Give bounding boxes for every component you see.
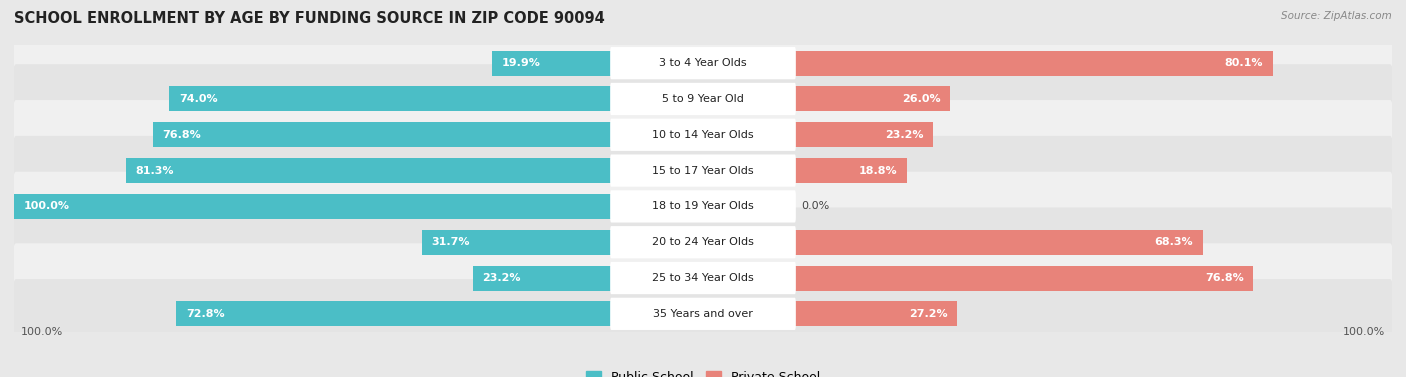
Text: 100.0%: 100.0% [1343,327,1385,337]
Text: 0.0%: 0.0% [801,201,830,211]
Text: 5 to 9 Year Old: 5 to 9 Year Old [662,94,744,104]
FancyBboxPatch shape [610,155,796,187]
Bar [14,194,612,219]
FancyBboxPatch shape [13,64,1393,132]
Text: 76.8%: 76.8% [163,130,201,140]
FancyBboxPatch shape [610,298,796,330]
Bar [794,265,1253,291]
Text: SCHOOL ENROLLMENT BY AGE BY FUNDING SOURCE IN ZIP CODE 90094: SCHOOL ENROLLMENT BY AGE BY FUNDING SOUR… [14,11,605,26]
FancyBboxPatch shape [13,100,1393,168]
Text: 3 to 4 Year Olds: 3 to 4 Year Olds [659,58,747,68]
Text: 19.9%: 19.9% [502,58,541,68]
Bar [794,122,934,147]
FancyBboxPatch shape [13,279,1393,348]
FancyBboxPatch shape [13,243,1393,311]
Text: 25 to 34 Year Olds: 25 to 34 Year Olds [652,273,754,283]
Text: 23.2%: 23.2% [482,273,522,283]
FancyBboxPatch shape [610,226,796,258]
Text: 80.1%: 80.1% [1225,58,1263,68]
Bar [492,51,612,76]
FancyBboxPatch shape [13,244,1393,312]
FancyBboxPatch shape [13,29,1393,97]
Bar [794,301,957,326]
Legend: Public School, Private School: Public School, Private School [581,366,825,377]
FancyBboxPatch shape [13,279,1393,347]
Bar [169,86,612,112]
Text: 35 Years and over: 35 Years and over [652,309,754,319]
FancyBboxPatch shape [610,119,796,151]
FancyBboxPatch shape [610,262,796,294]
Bar [422,230,612,255]
FancyBboxPatch shape [13,64,1393,133]
Bar [794,230,1202,255]
Bar [125,158,612,183]
FancyBboxPatch shape [13,136,1393,204]
FancyBboxPatch shape [13,208,1393,276]
Text: 100.0%: 100.0% [24,201,70,211]
FancyBboxPatch shape [13,136,1393,204]
FancyBboxPatch shape [13,172,1393,240]
FancyBboxPatch shape [13,172,1393,240]
Text: 15 to 17 Year Olds: 15 to 17 Year Olds [652,166,754,176]
Bar [794,86,950,112]
FancyBboxPatch shape [610,83,796,115]
Bar [472,265,612,291]
Text: 31.7%: 31.7% [432,237,470,247]
Text: 81.3%: 81.3% [135,166,174,176]
Text: 23.2%: 23.2% [884,130,924,140]
FancyBboxPatch shape [13,28,1393,97]
Text: 27.2%: 27.2% [908,309,948,319]
Text: 26.0%: 26.0% [901,94,941,104]
Text: 18.8%: 18.8% [859,166,897,176]
Text: 10 to 14 Year Olds: 10 to 14 Year Olds [652,130,754,140]
Text: 20 to 24 Year Olds: 20 to 24 Year Olds [652,237,754,247]
Text: Source: ZipAtlas.com: Source: ZipAtlas.com [1281,11,1392,21]
Text: 72.8%: 72.8% [187,309,225,319]
Bar [153,122,612,147]
Text: 68.3%: 68.3% [1154,237,1192,247]
FancyBboxPatch shape [610,47,796,79]
Text: 74.0%: 74.0% [179,94,218,104]
FancyBboxPatch shape [610,190,796,222]
Bar [794,51,1272,76]
FancyBboxPatch shape [13,207,1393,276]
Text: 76.8%: 76.8% [1205,273,1243,283]
Bar [177,301,612,326]
Text: 18 to 19 Year Olds: 18 to 19 Year Olds [652,201,754,211]
FancyBboxPatch shape [13,100,1393,169]
Bar [794,158,907,183]
Text: 100.0%: 100.0% [21,327,63,337]
